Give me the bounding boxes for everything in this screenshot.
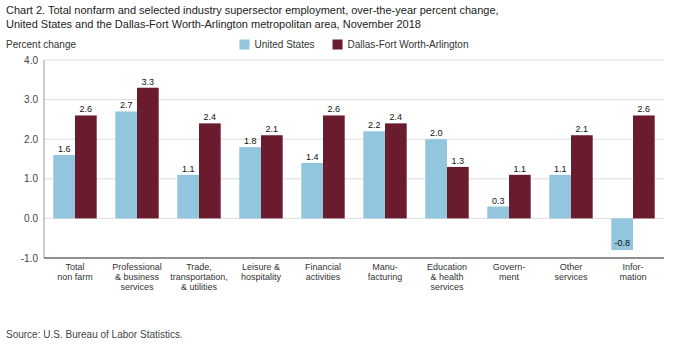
bar: [115, 111, 137, 218]
x-tick-label-line: ment: [499, 272, 520, 282]
x-tick-label-line: activities: [306, 272, 341, 282]
x-tick-label-line: non farm: [57, 272, 93, 282]
data-label: 1.1: [514, 164, 527, 174]
bar: [199, 123, 221, 218]
x-tick-label-line: & health: [430, 272, 463, 282]
legend-swatch: [239, 40, 249, 50]
x-tick-label: Manu-facturing: [368, 262, 403, 282]
bar: [571, 135, 593, 218]
bar: [239, 147, 261, 218]
data-labels: 1.6 2.7 1.1 1.8 1.4 2.2 2.0 0.3 1.1 -0.8 2.6 3.3 2.4…: [58, 77, 650, 248]
x-tick-label-line: facturing: [368, 272, 403, 282]
x-tick-label: Trade,transportation,& utilities: [170, 262, 228, 292]
x-tick-label-line: mation: [619, 272, 646, 282]
data-label: 2.4: [390, 112, 403, 122]
bar: [323, 115, 345, 218]
bar: [549, 175, 571, 219]
chart: Chart 2. Total nonfarm and selected indu…: [0, 0, 673, 346]
x-tick-label-line: Total: [65, 262, 84, 272]
title: Chart 2. Total nonfarm and selected indu…: [6, 4, 499, 16]
y-tick-label: 0.0: [24, 213, 38, 224]
bar: [261, 135, 283, 218]
x-tick-label-line: Other: [560, 262, 583, 272]
x-tick-label-line: & utilities: [181, 282, 218, 292]
x-tick-label-line: Leisure &: [242, 262, 280, 272]
bar: [425, 139, 447, 218]
x-tick-label-line: Trade,: [186, 262, 212, 272]
x-axis-line: [44, 258, 664, 259]
legend-swatch: [333, 40, 343, 50]
x-tick-label-line: services: [120, 282, 154, 292]
legend: United States Dallas-Fort Worth-Arlington: [239, 39, 468, 50]
x-tick-label: Education& healthservices: [427, 262, 467, 292]
bar: [53, 155, 75, 218]
bar: [75, 115, 97, 218]
grid-line: [44, 258, 664, 259]
x-tick-label: Financialactivities: [305, 262, 341, 282]
x-tick-label-line: Professional: [112, 262, 162, 272]
x-tick-label-line: & business: [115, 272, 160, 282]
legend-label: United States: [254, 39, 314, 50]
x-tick-label-line: Govern-: [493, 262, 526, 272]
data-label: 0.3: [492, 196, 505, 206]
x-tick-label-line: transportation,: [170, 272, 228, 282]
y-tick-label: 1.0: [24, 173, 38, 184]
data-label: 2.1: [266, 124, 279, 134]
data-label: 1.1: [182, 164, 195, 174]
x-tick-label-line: Financial: [305, 262, 341, 272]
data-label: 2.7: [120, 100, 133, 110]
x-tick-label-line: services: [430, 282, 464, 292]
data-label: 2.6: [80, 104, 93, 114]
data-label: 1.6: [58, 144, 71, 154]
data-label: 2.2: [368, 120, 381, 130]
y-tick-label: 3.0: [24, 94, 38, 105]
x-tick-label: Professional& businessservices: [112, 262, 162, 292]
bar: [301, 163, 323, 218]
x-tick-label-line: services: [554, 272, 588, 282]
x-tick-label: Infor-mation: [619, 262, 646, 282]
bar: [633, 115, 655, 218]
y-tick-label: 4.0: [24, 55, 38, 66]
data-label: 3.3: [142, 77, 155, 87]
x-tick-label-line: Infor-: [622, 262, 643, 272]
subtitle: United States and the Dallas-Fort Worth-…: [6, 18, 421, 30]
grid: [44, 60, 664, 258]
data-label: 2.1: [576, 124, 589, 134]
annotation: Source: U.S. Bureau of Labor Statistics.: [6, 329, 183, 340]
x-tick-label-line: Manu-: [372, 262, 398, 272]
bar: [447, 167, 469, 218]
data-label: 1.1: [554, 164, 567, 174]
y-tick-label: -1.0: [21, 253, 39, 264]
bar: [509, 175, 531, 219]
bar: [363, 131, 385, 218]
x-tick-label-line: Education: [427, 262, 467, 272]
bar: [177, 175, 199, 219]
x-tick-label: Govern-ment: [493, 262, 526, 282]
data-label: 2.6: [638, 104, 651, 114]
data-label: -0.8: [614, 238, 630, 248]
y-tick-label: 2.0: [24, 134, 38, 145]
legend-label: Dallas-Fort Worth-Arlington: [348, 39, 469, 50]
bar: [385, 123, 407, 218]
y-axis-line: [44, 60, 45, 258]
bar: [487, 207, 509, 219]
data-label: 2.0: [430, 128, 443, 138]
data-label: 1.4: [306, 152, 319, 162]
bar: [137, 88, 159, 219]
x-tick-label-line: hospitality: [241, 272, 282, 282]
x-tick-label: Otherservices: [554, 262, 588, 282]
data-label: 2.6: [328, 104, 341, 114]
x-tick-label: Leisure &hospitality: [241, 262, 282, 282]
bar: [611, 218, 633, 250]
data-label: 2.4: [204, 112, 217, 122]
grid-line: [44, 60, 664, 61]
y-axis-label: Percent change: [6, 39, 76, 50]
bars: [53, 88, 654, 250]
data-label: 1.3: [452, 156, 465, 166]
data-label: 1.8: [244, 136, 257, 146]
x-tick-label: Totalnon farm: [57, 262, 93, 282]
